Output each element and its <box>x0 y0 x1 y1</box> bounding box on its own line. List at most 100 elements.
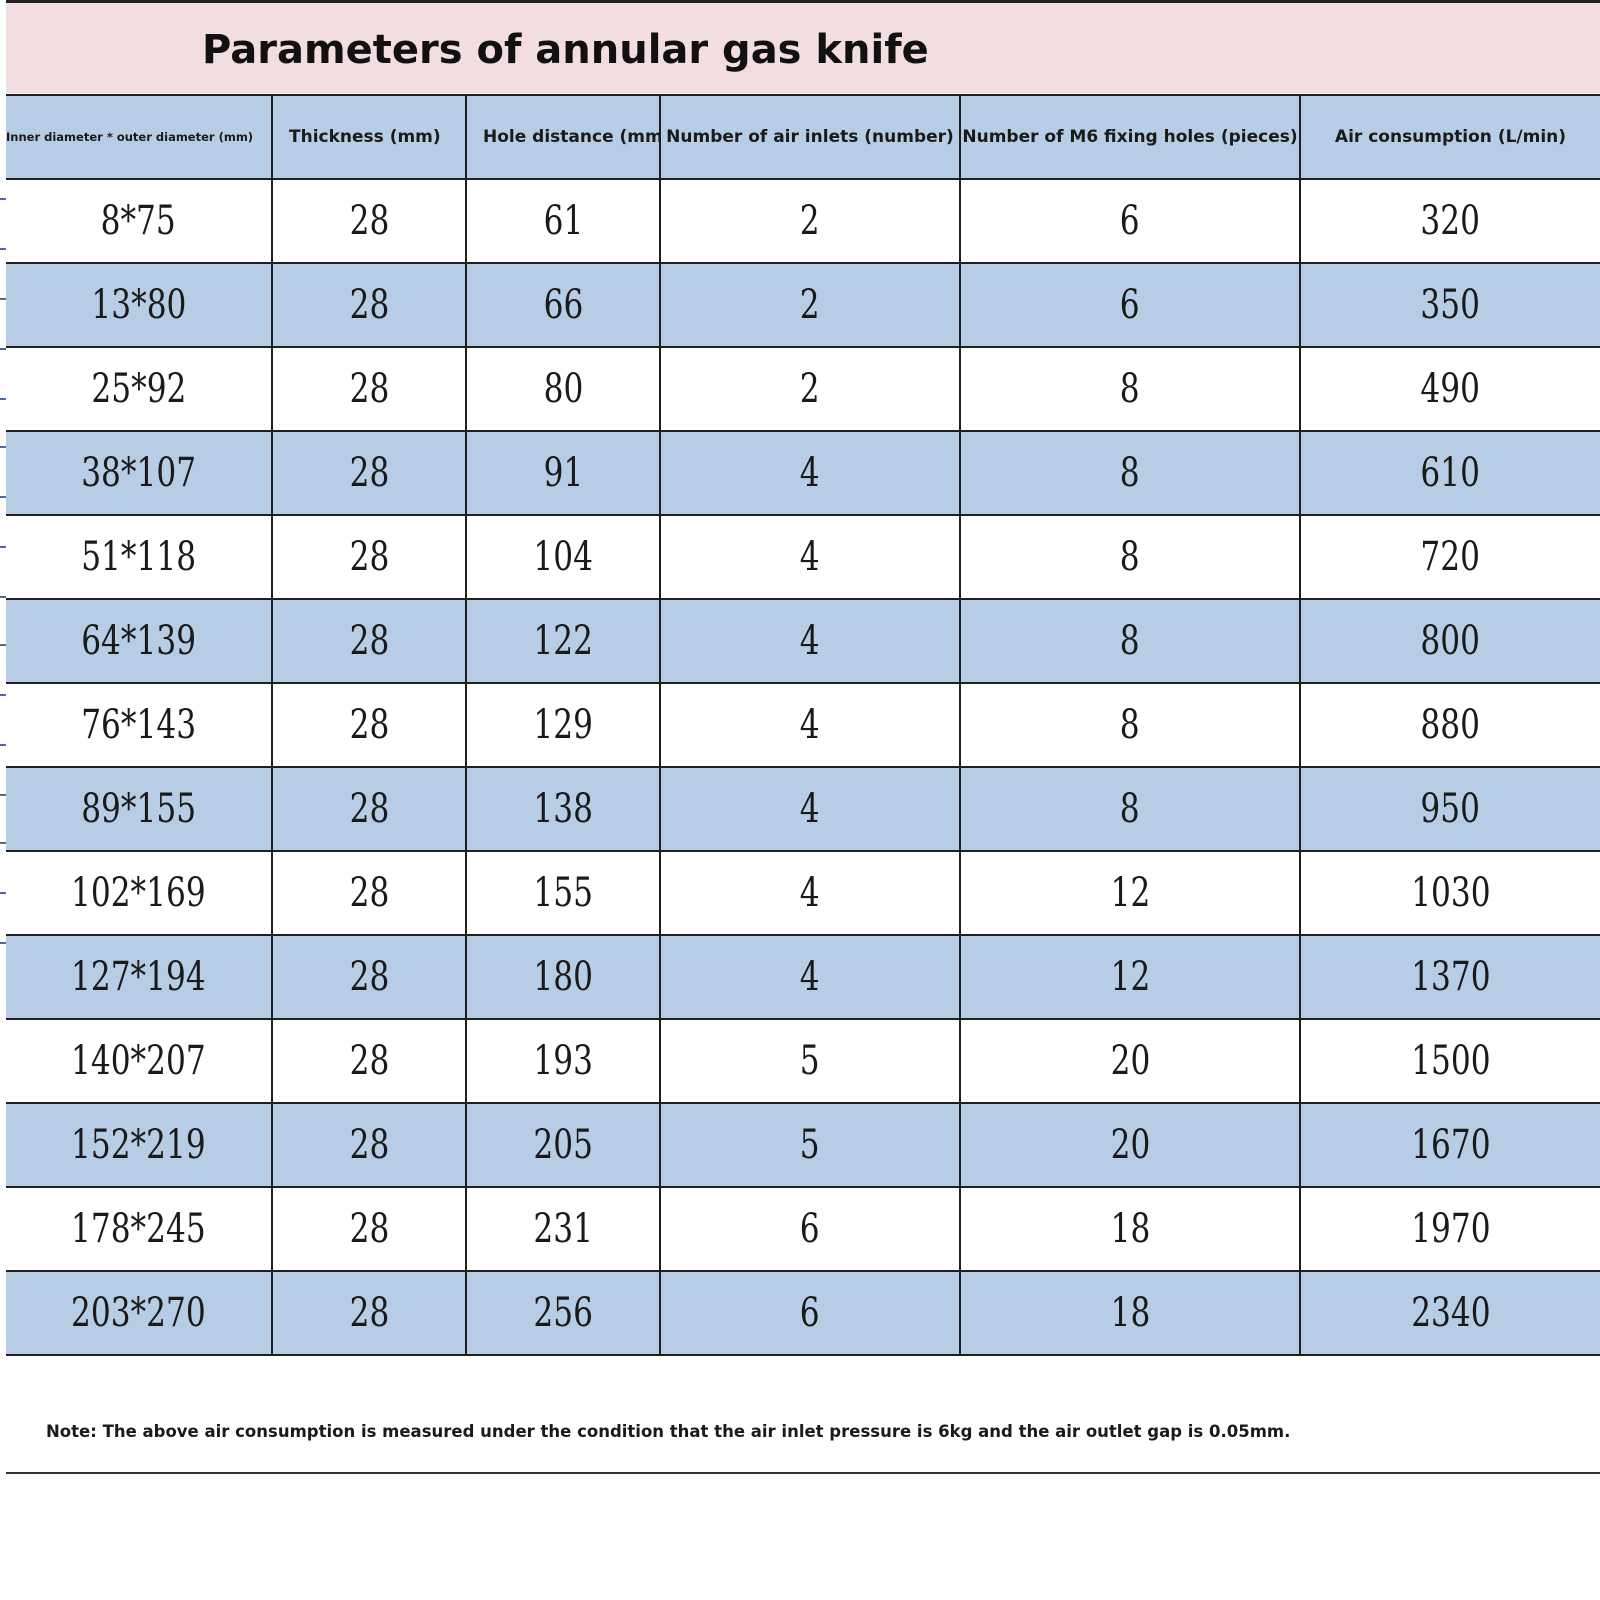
cell-hole-distance-value: 138 <box>533 786 593 832</box>
cell-fixing-holes: 20 <box>959 1018 1301 1104</box>
cell-hole-distance: 155 <box>465 850 661 936</box>
cell-fixing-holes: 18 <box>959 1186 1301 1272</box>
cell-diameter: 102*169 <box>6 850 273 936</box>
cell-thickness-value: 28 <box>349 198 389 244</box>
cell-air-consumption: 1670 <box>1299 1102 1600 1188</box>
cell-diameter-value: 89*155 <box>81 786 196 832</box>
cell-air-consumption-value: 1670 <box>1410 1122 1491 1168</box>
cell-hole-distance: 80 <box>465 346 661 432</box>
cell-diameter-value: 127*194 <box>71 954 206 1000</box>
cell-air-consumption-value: 320 <box>1420 198 1481 244</box>
cell-thickness: 28 <box>271 1270 467 1356</box>
title-banner: Parameters of annular gas knife <box>6 3 1600 93</box>
column-header-fixing-holes: Number of M6 fixing holes (pieces) <box>959 94 1301 180</box>
table-header-row: Inner diameter * outer diameter (mm) Thi… <box>6 94 1600 180</box>
cell-thickness-value: 28 <box>349 702 389 748</box>
column-header-diameter: Inner diameter * outer diameter (mm) <box>6 94 273 180</box>
cell-thickness: 28 <box>271 430 467 516</box>
cell-fixing-holes-value: 8 <box>1120 366 1140 412</box>
table-row: 76*143 28 129 4 8 880 <box>6 682 1600 768</box>
table-row: 127*194 28 180 4 12 1370 <box>6 934 1600 1020</box>
cell-air-consumption: 800 <box>1299 598 1600 684</box>
cell-diameter: 140*207 <box>6 1018 273 1104</box>
cell-air-inlets: 2 <box>659 346 961 432</box>
cell-diameter: 64*139 <box>6 598 273 684</box>
cell-fixing-holes: 8 <box>959 346 1301 432</box>
cell-diameter-value: 8*75 <box>100 198 177 244</box>
cell-air-consumption: 720 <box>1299 514 1600 600</box>
cell-diameter: 13*80 <box>6 262 273 348</box>
table-row: 13*80 28 66 2 6 350 <box>6 262 1600 348</box>
cell-thickness: 28 <box>271 934 467 1020</box>
cell-fixing-holes-value: 12 <box>1110 870 1150 916</box>
column-header-air-inlets: Number of air inlets (number) <box>659 94 961 180</box>
cell-diameter: 38*107 <box>6 430 273 516</box>
cell-thickness: 28 <box>271 1102 467 1188</box>
cell-air-inlets-value: 6 <box>800 1206 820 1252</box>
cell-air-inlets: 4 <box>659 850 961 936</box>
cell-diameter-value: 76*143 <box>81 702 196 748</box>
table-row: 25*92 28 80 2 8 490 <box>6 346 1600 432</box>
cell-air-inlets-value: 6 <box>800 1290 820 1336</box>
cell-air-consumption: 1030 <box>1299 850 1600 936</box>
table-row: 8*75 28 61 2 6 320 <box>6 178 1600 264</box>
cell-fixing-holes: 8 <box>959 430 1301 516</box>
cell-air-consumption: 880 <box>1299 682 1600 768</box>
cell-thickness: 28 <box>271 346 467 432</box>
cell-air-inlets: 4 <box>659 514 961 600</box>
cell-fixing-holes-value: 8 <box>1120 786 1140 832</box>
cell-air-inlets-value: 5 <box>800 1122 820 1168</box>
cell-diameter-value: 51*118 <box>81 534 196 580</box>
cell-hole-distance: 180 <box>465 934 661 1020</box>
cell-fixing-holes: 20 <box>959 1102 1301 1188</box>
cell-fixing-holes: 8 <box>959 598 1301 684</box>
cell-thickness: 28 <box>271 178 467 264</box>
cell-air-inlets-value: 5 <box>800 1038 820 1084</box>
cell-fixing-holes: 12 <box>959 850 1301 936</box>
table-row: 152*219 28 205 5 20 1670 <box>6 1102 1600 1188</box>
cell-air-inlets-value: 4 <box>800 702 820 748</box>
cell-hole-distance-value: 61 <box>543 198 583 244</box>
cell-fixing-holes-value: 8 <box>1120 450 1140 496</box>
cell-air-consumption-value: 1500 <box>1410 1038 1491 1084</box>
cell-air-consumption-value: 720 <box>1420 534 1481 580</box>
cell-thickness: 28 <box>271 1186 467 1272</box>
cell-air-inlets-value: 2 <box>800 282 820 328</box>
cell-air-consumption-value: 490 <box>1420 366 1481 412</box>
cell-thickness: 28 <box>271 262 467 348</box>
cell-diameter-value: 152*219 <box>71 1122 206 1168</box>
cell-air-inlets: 5 <box>659 1018 961 1104</box>
table-row: 38*107 28 91 4 8 610 <box>6 430 1600 516</box>
table-row: 102*169 28 155 4 12 1030 <box>6 850 1600 936</box>
cell-hole-distance-value: 91 <box>543 450 583 496</box>
cell-air-inlets: 6 <box>659 1270 961 1356</box>
cell-hole-distance: 91 <box>465 430 661 516</box>
cell-air-inlets: 6 <box>659 1186 961 1272</box>
bottom-border-line <box>6 1472 1600 1474</box>
cell-air-consumption: 1500 <box>1299 1018 1600 1104</box>
table-row: 64*139 28 122 4 8 800 <box>6 598 1600 684</box>
cell-thickness-value: 28 <box>349 786 389 832</box>
cell-hole-distance: 104 <box>465 514 661 600</box>
cell-air-consumption: 610 <box>1299 430 1600 516</box>
cell-air-consumption-value: 1030 <box>1410 870 1491 916</box>
cell-diameter-value: 38*107 <box>81 450 196 496</box>
cell-fixing-holes-value: 20 <box>1110 1038 1150 1084</box>
cell-fixing-holes-value: 8 <box>1120 534 1140 580</box>
cell-diameter-value: 64*139 <box>81 618 196 664</box>
cell-diameter: 127*194 <box>6 934 273 1020</box>
cell-hole-distance: 256 <box>465 1270 661 1356</box>
cell-air-inlets-value: 4 <box>800 534 820 580</box>
page-title: Parameters of annular gas knife <box>202 27 929 73</box>
cell-thickness: 28 <box>271 598 467 684</box>
cell-air-inlets-value: 2 <box>800 366 820 412</box>
cell-hole-distance: 193 <box>465 1018 661 1104</box>
cell-diameter: 152*219 <box>6 1102 273 1188</box>
cell-fixing-holes: 8 <box>959 682 1301 768</box>
table-row: 51*118 28 104 4 8 720 <box>6 514 1600 600</box>
cell-air-inlets: 4 <box>659 598 961 684</box>
cell-air-inlets-value: 4 <box>800 954 820 1000</box>
cell-air-inlets-value: 2 <box>800 198 820 244</box>
cell-fixing-holes: 18 <box>959 1270 1301 1356</box>
cell-hole-distance-value: 129 <box>533 702 593 748</box>
